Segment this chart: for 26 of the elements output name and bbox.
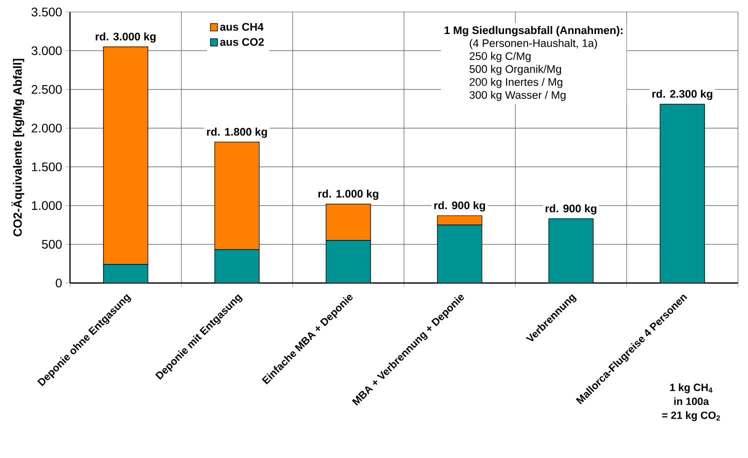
- legend-label: aus CO2: [220, 38, 264, 46]
- y-tick-label: 500: [42, 240, 62, 249]
- y-axis-title: CO2-Äquivalente [kg/Mg Abfall]: [11, 58, 24, 236]
- annotation: 250 kg C/Mg: [470, 52, 531, 62]
- y-tick-label: 2.500: [32, 85, 62, 94]
- legend-label: aus CH4: [220, 22, 264, 31]
- y-tick-label: 2.000: [32, 124, 62, 133]
- annotation: 500 kg Organik/Mg: [470, 64, 561, 76]
- y-tick-label: 1.500: [32, 162, 62, 172]
- annotation: (4 Personen-Haushalt, 1a): [470, 38, 597, 50]
- text: = 21 kg CO$_{2}$: [662, 411, 720, 422]
- annotation: rd. 2.300 kg: [652, 90, 712, 100]
- annotation: rd. 1.800 kg: [207, 128, 267, 138]
- annotation: rd. 900 kg: [546, 204, 596, 215]
- y-tick-label: 3.000: [32, 46, 62, 56]
- annotation: rd. 900 kg: [434, 201, 486, 212]
- annotation: 1 Mg Siedlungsabfall (Annahmen):: [444, 26, 622, 36]
- annotation: rd. 1.000 kg: [318, 190, 378, 200]
- y-tick-label: 0: [56, 278, 62, 288]
- text: in 100a: [674, 397, 710, 406]
- annotation: 200 kg Inertes / Mg: [470, 78, 562, 88]
- annotation: 300 kg Wasser / Mg: [470, 90, 566, 101]
- annotation: rd. 3.000 kg: [96, 32, 156, 43]
- y-tick-label: 1.000: [32, 201, 62, 210]
- text: 1 kg CH$_{4}$: [670, 383, 712, 394]
- y-tick-label: 3.500: [32, 8, 62, 16]
